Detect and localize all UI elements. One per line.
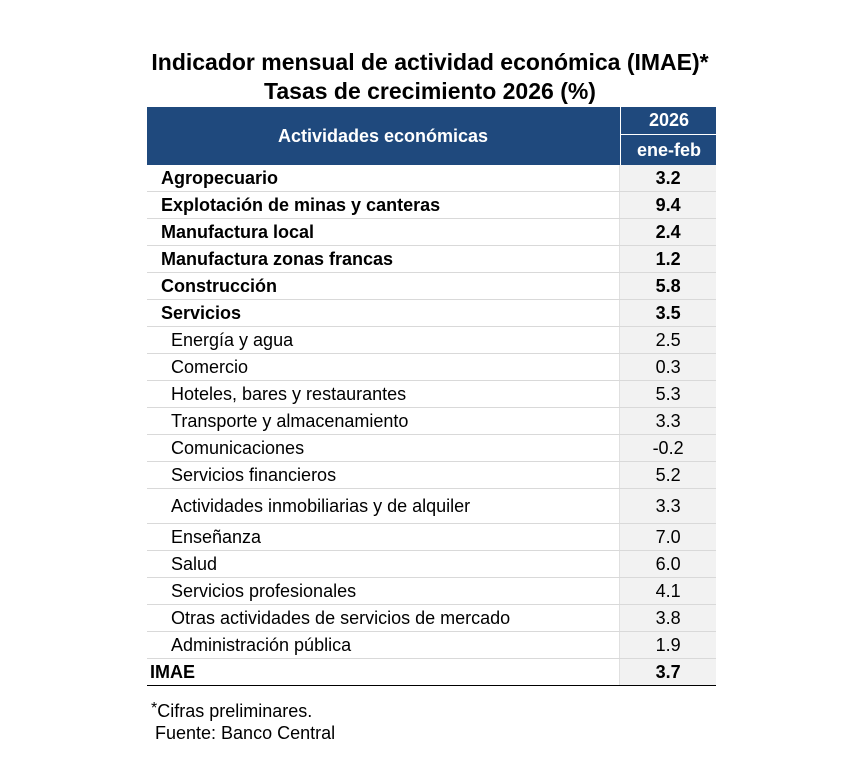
- row-label: Comercio: [171, 357, 249, 377]
- row-value: 3.3: [619, 489, 716, 523]
- row-label: Salud: [171, 554, 218, 574]
- header-activities: Actividades económicas: [277, 126, 489, 146]
- footnote: *Cifras preliminares.: [151, 697, 312, 723]
- row-value: 3.7: [619, 659, 716, 685]
- imae-table: Actividades económicas 2026 ene-feb Agro…: [147, 107, 717, 686]
- table-row: Manufactura local 2.4: [147, 219, 716, 246]
- row-value: 2.4: [619, 219, 716, 245]
- row-label: Servicios financieros: [171, 465, 337, 485]
- header-period: ene-feb: [620, 135, 717, 165]
- table-row: Servicios profesionales 4.1: [147, 578, 716, 605]
- row-label: Servicios profesionales: [171, 581, 357, 601]
- row-label: IMAE: [150, 662, 195, 682]
- source-note: Fuente: Banco Central: [155, 723, 336, 743]
- row-value: 7.0: [619, 524, 716, 550]
- header-year: 2026: [620, 107, 717, 135]
- row-label: Hoteles, bares y restaurantes: [171, 384, 407, 404]
- table-row: Otras actividades de servicios de mercad…: [147, 605, 716, 632]
- row-value: 1.9: [619, 632, 716, 658]
- table-row: Hoteles, bares y restaurantes 5.3: [147, 381, 716, 408]
- row-value: 3.3: [619, 408, 716, 434]
- row-label: Explotación de minas y canteras: [161, 195, 441, 215]
- row-label: Actividades inmobiliarias y de alquiler: [171, 496, 471, 516]
- footnote-asterisk: *: [151, 700, 158, 717]
- table-row: Energía y agua 2.5: [147, 327, 716, 354]
- table-title: Indicador mensual de actividad económica…: [151, 49, 709, 75]
- row-label: Otras actividades de servicios de mercad…: [171, 608, 511, 628]
- table-row: Administración pública 1.9: [147, 632, 716, 659]
- row-label: Servicios: [161, 303, 242, 323]
- row-label: Manufactura zonas francas: [161, 249, 394, 269]
- row-label: Comunicaciones: [171, 438, 305, 458]
- table-row: Explotación de minas y canteras 9.4: [147, 192, 716, 219]
- table-body: Agropecuario 3.2 Explotación de minas y c…: [147, 165, 716, 686]
- table-row: Actividades inmobiliarias y de alquiler 3…: [147, 489, 716, 524]
- row-value: 5.8: [619, 273, 716, 299]
- row-label: Enseñanza: [171, 527, 262, 547]
- row-value: 0.3: [619, 354, 716, 380]
- row-value: 9.4: [619, 192, 716, 218]
- row-value: 2.5: [619, 327, 716, 353]
- table-subtitle: Tasas de crecimiento 2026 (%): [264, 78, 596, 104]
- row-label: Transporte y almacenamiento: [171, 411, 409, 431]
- row-value: 6.0: [619, 551, 716, 577]
- row-value: -0.2: [619, 435, 716, 461]
- table-row: Comunicaciones -0.2: [147, 435, 716, 462]
- row-value: 5.2: [619, 462, 716, 488]
- table-row: Enseñanza 7.0: [147, 524, 716, 551]
- table-row: Construcción 5.8: [147, 273, 716, 300]
- row-label: Construcción: [161, 276, 278, 296]
- row-label: Energía y agua: [171, 330, 294, 350]
- row-value: 3.5: [619, 300, 716, 326]
- table-row-total: IMAE 3.7: [147, 659, 716, 686]
- row-value: 3.2: [619, 165, 716, 191]
- table-row: Servicios financieros 5.2: [147, 462, 716, 489]
- row-value: 3.8: [619, 605, 716, 631]
- table-row: Salud 6.0: [147, 551, 716, 578]
- table-row: Servicios 3.5: [147, 300, 716, 327]
- row-label: Manufactura local: [161, 222, 315, 242]
- row-value: 4.1: [619, 578, 716, 604]
- table-row: Manufactura zonas francas 1.2: [147, 246, 716, 273]
- table-row: Comercio 0.3: [147, 354, 716, 381]
- row-label: Agropecuario: [161, 168, 279, 188]
- table-header: Actividades económicas 2026 ene-feb: [147, 107, 717, 165]
- table-row: Agropecuario 3.2: [147, 165, 716, 192]
- row-value: 5.3: [619, 381, 716, 407]
- row-label: Administración pública: [171, 635, 352, 655]
- table-row: Transporte y almacenamiento 3.3: [147, 408, 716, 435]
- footnote-text: Cifras preliminares.: [157, 701, 313, 721]
- row-value: 1.2: [619, 246, 716, 272]
